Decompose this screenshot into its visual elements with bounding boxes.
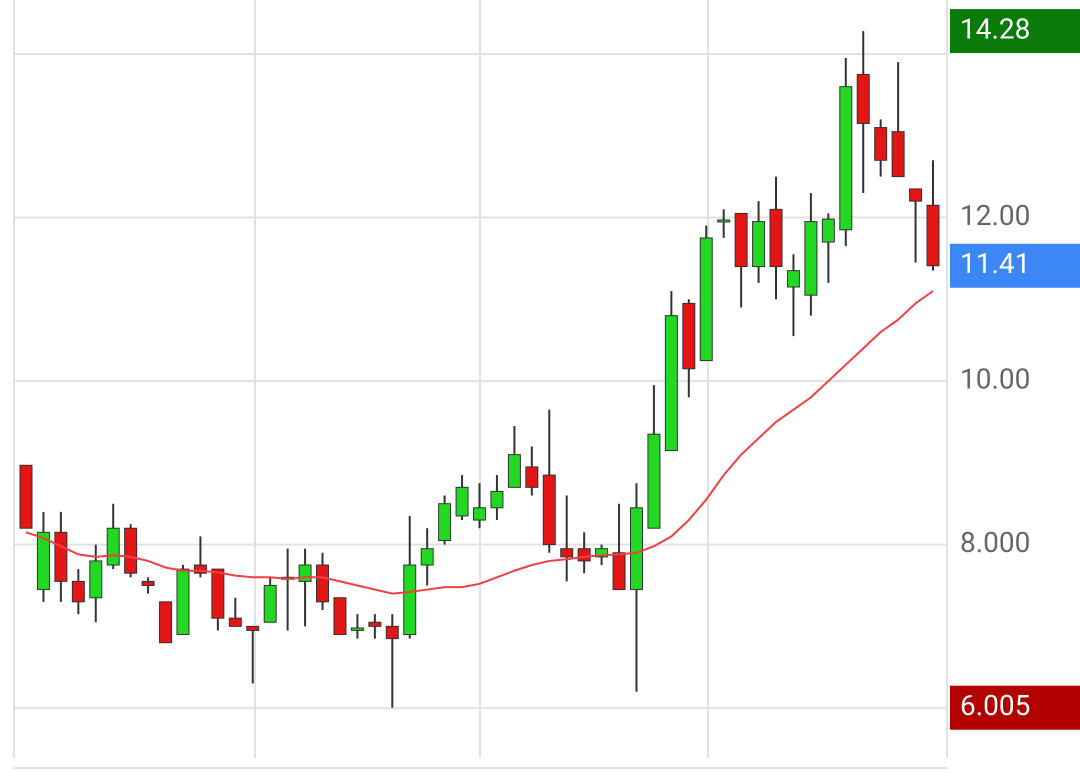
candle-body [228, 617, 242, 627]
min-label: 6.005 [960, 689, 1030, 722]
candle-body [124, 527, 138, 574]
vertical-grid [13, 0, 948, 769]
max-label: 14.28 [960, 12, 1030, 45]
candle-body [455, 486, 469, 517]
candle-body [839, 86, 853, 231]
last-badge [950, 243, 1080, 288]
candle-body [316, 564, 330, 603]
candle-body [159, 601, 173, 644]
candle-body [682, 302, 696, 370]
candle-body [612, 552, 626, 591]
candle-body [368, 621, 382, 627]
candle-body [89, 560, 103, 599]
y-tick-label: 12.00 [960, 199, 1030, 232]
candle-body [577, 548, 591, 562]
candle-body [106, 527, 120, 566]
candle-body [54, 531, 68, 582]
candle-body [333, 597, 347, 636]
candle-body [193, 564, 207, 574]
candle-body [19, 464, 33, 529]
candle-body [786, 270, 800, 288]
candle-body [769, 208, 783, 268]
candle-body [821, 218, 835, 243]
candle-body [473, 507, 486, 521]
candle-body [507, 454, 521, 488]
candle-body [891, 131, 905, 178]
candle-body [647, 433, 661, 529]
candle-body [525, 466, 539, 488]
min-badge [950, 685, 1080, 730]
candle-body [874, 127, 888, 161]
candle-body [734, 212, 748, 268]
candle-body [804, 221, 818, 296]
candle-body [699, 237, 713, 362]
candle-body [926, 204, 940, 267]
candle-body [211, 568, 225, 619]
candle-body [71, 580, 85, 603]
candle-body [263, 584, 277, 623]
candle-body [246, 625, 260, 631]
candle-body [141, 580, 155, 586]
candle-body [629, 507, 643, 591]
candle-body [403, 564, 417, 636]
candle-body [560, 548, 574, 558]
candles [19, 31, 940, 708]
candle-body [350, 627, 364, 631]
moving-average [25, 290, 934, 595]
candle-body [385, 625, 399, 640]
candle-body [298, 564, 312, 582]
max-badge [950, 9, 1080, 54]
candle-body [490, 490, 504, 509]
y-tick-label: 10.00 [960, 362, 1030, 395]
candle-body [176, 568, 190, 636]
candle-body [542, 474, 556, 546]
candle-body [420, 548, 434, 566]
candle-body [595, 548, 609, 558]
candle-body [664, 315, 678, 452]
candle-body [717, 219, 731, 223]
candle-body [438, 503, 452, 541]
y-tick-label: 8.000 [960, 526, 1030, 559]
candle-body [36, 531, 50, 591]
candle-body [909, 188, 923, 202]
candle-body [752, 221, 766, 268]
last-label: 11.41 [960, 247, 1030, 280]
candle-body [856, 73, 870, 124]
